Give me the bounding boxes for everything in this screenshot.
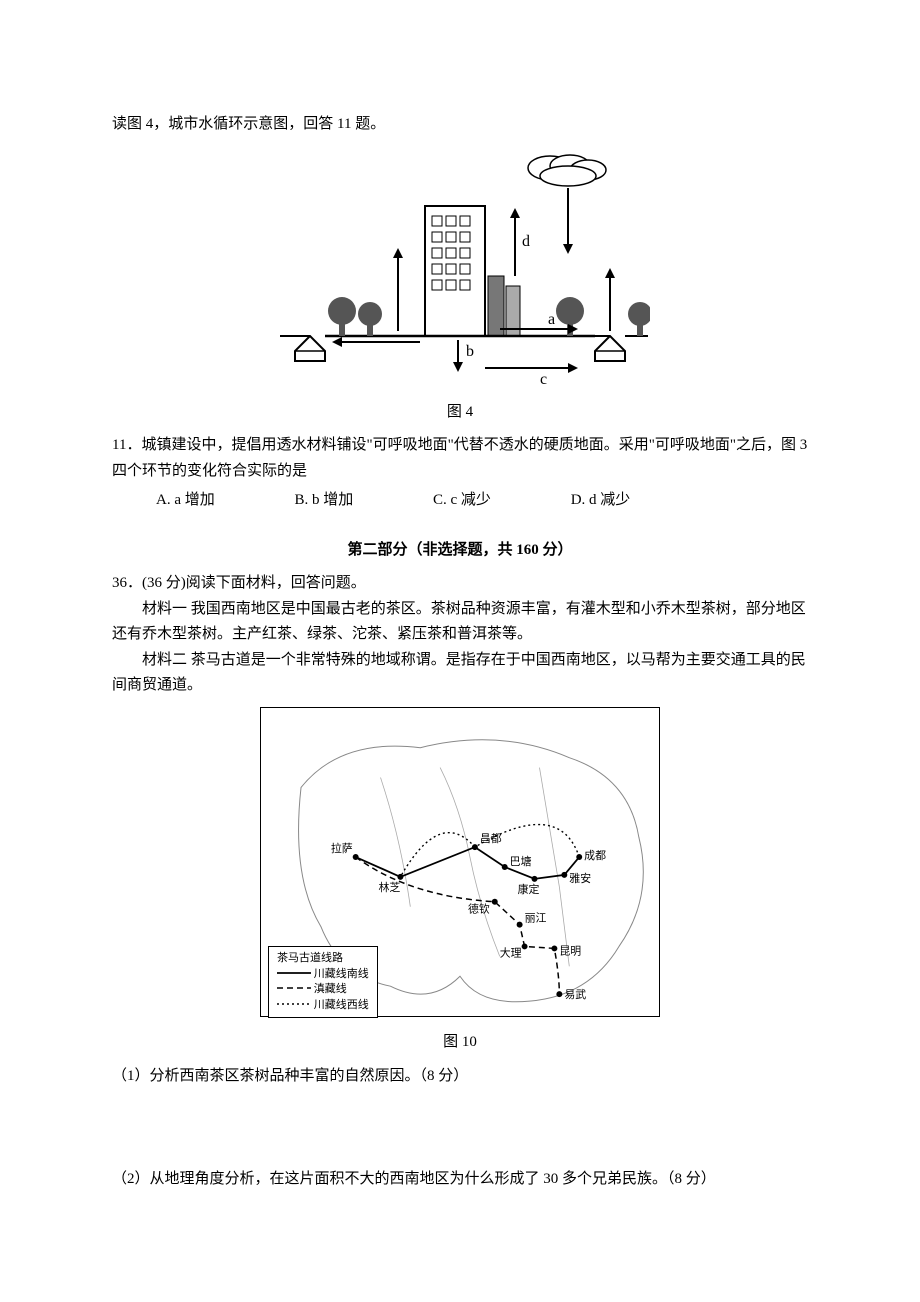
legend-line-3: 川藏线西线 bbox=[277, 998, 369, 1013]
svg-text:康定: 康定 bbox=[518, 881, 540, 895]
svg-text:巴塘: 巴塘 bbox=[510, 853, 532, 867]
label-b: b bbox=[466, 343, 474, 360]
legend-title: 茶马古道线路 bbox=[277, 951, 369, 966]
svg-text:雅安: 雅安 bbox=[569, 870, 591, 884]
q11-options: A. a 增加 B. b 增加 C. c 减少 D. d 减少 bbox=[112, 488, 808, 514]
figure-10-caption: 图 10 bbox=[112, 1030, 808, 1056]
svg-text:成都: 成都 bbox=[584, 849, 606, 862]
legend-line-2: 滇藏线 bbox=[277, 982, 369, 997]
q11-opt-b[interactable]: B. b 增加 bbox=[295, 488, 354, 514]
q11-opt-a[interactable]: A. a 增加 bbox=[156, 488, 215, 514]
q11-text: 11．城镇建设中，提倡用透水材料铺设"可呼吸地面"代替不透水的硬质地面。采用"可… bbox=[112, 433, 808, 484]
part2-header: 第二部分（非选择题，共 160 分） bbox=[112, 538, 808, 564]
label-a: a bbox=[548, 311, 555, 328]
q11-opt-d[interactable]: D. d 减少 bbox=[571, 488, 631, 514]
svg-text:大理: 大理 bbox=[500, 945, 522, 959]
q11-opt-c[interactable]: C. c 减少 bbox=[433, 488, 491, 514]
q11-instruction: 读图 4，城市水循环示意图，回答 11 题。 bbox=[112, 112, 808, 138]
q36-sub2: （2）从地理角度分析，在这片面积不大的西南地区为什么形成了 30 多个兄弟民族。… bbox=[112, 1167, 808, 1193]
figure-4-diagram: d b a c bbox=[270, 146, 650, 396]
tree-icon bbox=[328, 297, 382, 336]
label-d: d bbox=[522, 233, 530, 250]
svg-text:林芝: 林芝 bbox=[379, 879, 401, 893]
map-legend: 茶马古道线路 川藏线南线 滇藏线 川藏线西线 bbox=[268, 946, 378, 1018]
figure-4-container: d b a c bbox=[112, 146, 808, 396]
q36-sub1: （1）分析西南茶区茶树品种丰富的自然原因。（8 分） bbox=[112, 1064, 808, 1090]
svg-text:拉萨: 拉萨 bbox=[331, 841, 353, 855]
q36-lead: 36．(36 分)阅读下面材料，回答问题。 bbox=[112, 571, 808, 597]
label-c: c bbox=[540, 371, 547, 388]
svg-text:丽江: 丽江 bbox=[525, 911, 547, 924]
legend-line-1: 川藏线南线 bbox=[277, 967, 369, 982]
figure-4-caption: 图 4 bbox=[112, 400, 808, 426]
svg-text:德钦: 德钦 bbox=[468, 901, 490, 915]
svg-text:昆明: 昆明 bbox=[559, 944, 581, 957]
material-2: 材料二 茶马古道是一个非常特殊的地域称谓。是指存在于中国西南地区，以马帮为主要交… bbox=[112, 648, 808, 699]
material-1: 材料一 我国西南地区是中国最古老的茶区。茶树品种资源丰富，有灌木型和小乔木型茶树… bbox=[112, 597, 808, 648]
figure-10-container: 拉萨 林芝 昌都 巴塘 康定 雅安 成都 德钦 丽江 大理 昆明 易武 茶马古道 bbox=[112, 707, 808, 1027]
svg-text:易武: 易武 bbox=[564, 988, 586, 1001]
